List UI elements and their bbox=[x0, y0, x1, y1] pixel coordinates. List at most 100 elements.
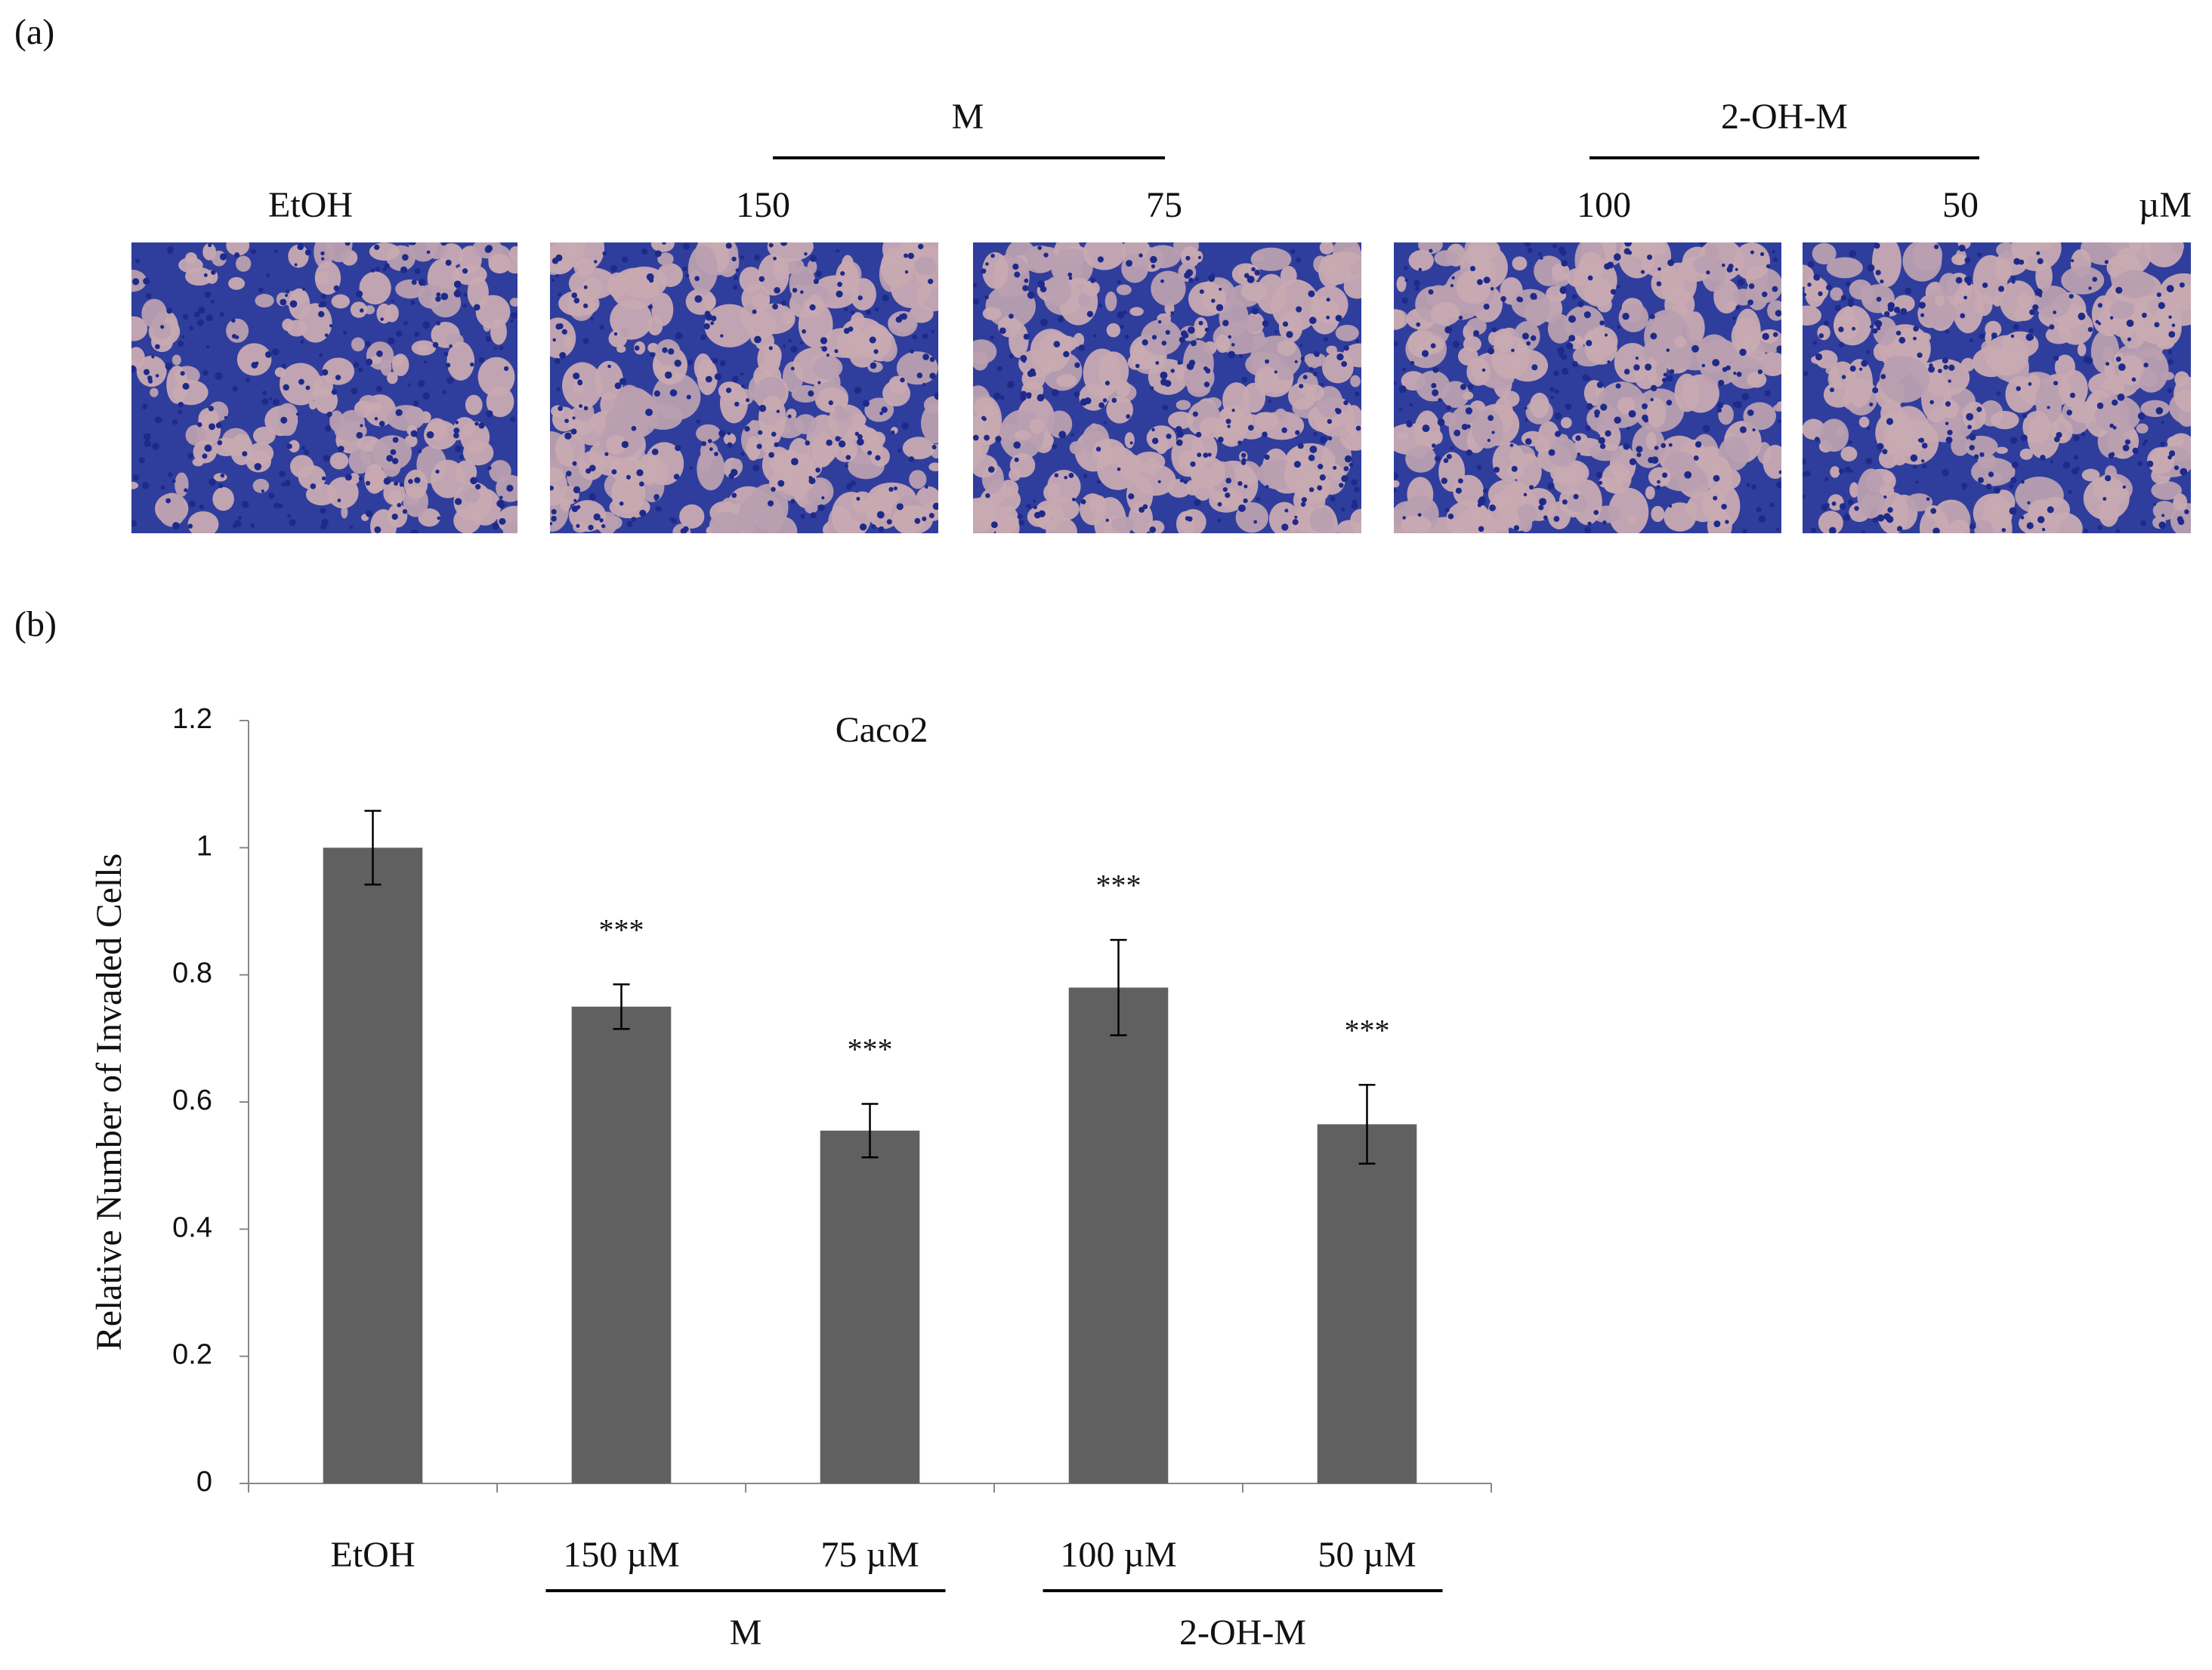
micrograph-cell bbox=[2026, 522, 2034, 529]
micrograph-cell bbox=[1607, 360, 1611, 364]
micrograph-cell bbox=[1006, 381, 1015, 388]
micrograph-cell bbox=[1695, 441, 1702, 448]
micrograph-pore bbox=[2155, 350, 2164, 363]
micrograph-cell bbox=[2028, 334, 2034, 341]
micrograph-cell bbox=[1300, 357, 1305, 361]
micrograph-cell bbox=[756, 443, 762, 449]
micrograph-cell bbox=[2143, 363, 2149, 368]
micrograph-cell bbox=[2140, 520, 2146, 526]
micrograph-cell bbox=[435, 296, 441, 302]
micrograph-pore bbox=[659, 366, 666, 375]
micrograph-cell bbox=[1900, 307, 1908, 315]
micrograph-pore bbox=[157, 492, 187, 527]
micrograph-cell bbox=[160, 485, 165, 490]
micrograph-cell bbox=[1177, 360, 1182, 366]
micrograph-pore bbox=[909, 470, 927, 489]
micrograph-pore bbox=[1819, 418, 1849, 452]
micrograph-pore bbox=[923, 396, 938, 414]
micrograph-pore bbox=[1858, 416, 1870, 428]
micrograph-cell bbox=[1846, 281, 1851, 287]
micrograph-cell bbox=[1942, 468, 1949, 477]
micrograph-cell bbox=[2117, 393, 2125, 401]
micrograph-pore bbox=[370, 509, 397, 533]
micrograph-cell bbox=[2127, 337, 2132, 341]
micrograph-pore bbox=[288, 288, 310, 320]
micrograph-cell bbox=[321, 518, 329, 526]
micrograph-cell bbox=[499, 495, 503, 499]
micrograph-cell bbox=[1071, 497, 1076, 502]
micrograph-cell bbox=[326, 412, 332, 418]
micrograph-pore bbox=[615, 384, 644, 428]
micrograph-cell bbox=[281, 363, 286, 369]
micrograph-pore bbox=[341, 505, 348, 519]
micrograph-cell bbox=[1274, 370, 1277, 374]
micrograph-cell bbox=[2097, 525, 2102, 531]
micrograph-cell bbox=[2050, 460, 2054, 464]
micrograph-pore bbox=[248, 442, 274, 465]
micrograph-pore bbox=[916, 282, 938, 312]
micrograph-pore bbox=[655, 339, 681, 366]
micrograph-pore bbox=[1124, 432, 1135, 449]
micrograph-pore bbox=[1731, 318, 1761, 355]
micrograph-pore bbox=[348, 448, 372, 474]
micrograph-cell bbox=[1636, 452, 1642, 458]
micrograph-pore bbox=[1215, 334, 1230, 353]
micrograph-pore bbox=[509, 298, 517, 307]
micrograph-cell bbox=[147, 375, 153, 381]
micrograph-cell bbox=[990, 253, 995, 258]
micrograph-cell bbox=[1932, 527, 1940, 533]
image-label: 50 bbox=[1942, 185, 1979, 225]
micrograph-cell bbox=[408, 479, 413, 484]
micrograph-pore bbox=[1921, 292, 1950, 323]
micrograph-cell bbox=[1814, 437, 1820, 442]
micrograph-cell bbox=[1772, 257, 1778, 262]
micrograph-cell bbox=[1610, 289, 1617, 295]
micrograph-cell bbox=[2027, 501, 2031, 505]
micrograph-cell bbox=[298, 378, 304, 385]
micrograph-pore bbox=[973, 498, 998, 532]
micrograph-cell bbox=[694, 295, 703, 303]
micrograph-cell bbox=[1874, 242, 1880, 249]
micrograph-cell bbox=[287, 514, 292, 518]
micrograph-cell bbox=[1231, 343, 1235, 347]
micrograph-cell bbox=[205, 314, 213, 322]
micrograph-cell bbox=[908, 456, 915, 462]
micrograph-cell bbox=[1812, 341, 1817, 345]
micrograph-cell bbox=[250, 248, 256, 255]
micrograph-pore bbox=[1685, 311, 1705, 345]
micrograph-cell bbox=[973, 282, 978, 288]
micrograph-pore bbox=[387, 405, 425, 431]
micrograph-cell bbox=[710, 321, 715, 326]
micrograph-cell bbox=[1811, 527, 1817, 533]
micrograph-pore bbox=[982, 307, 1002, 320]
micrograph-cell bbox=[365, 480, 371, 486]
micrograph-pore bbox=[1141, 319, 1182, 356]
micrograph-pore bbox=[2102, 378, 2111, 391]
micrograph-cell bbox=[1772, 332, 1778, 338]
micrograph-cell bbox=[321, 369, 329, 376]
micrograph-cell bbox=[1945, 421, 1949, 425]
micrograph-cell bbox=[2068, 294, 2074, 299]
micrograph-cell bbox=[1623, 248, 1631, 255]
micrograph-cell bbox=[700, 334, 706, 341]
micrograph-pore bbox=[620, 327, 629, 338]
micrograph-pore bbox=[1902, 242, 1942, 282]
micrograph-pore bbox=[651, 292, 674, 326]
micrograph-cell bbox=[1080, 499, 1086, 505]
micrograph-cell bbox=[2011, 461, 2019, 468]
micrograph-cell bbox=[1993, 486, 2000, 494]
micrograph-pore bbox=[1718, 404, 1734, 425]
micrograph-cell bbox=[1500, 296, 1506, 302]
micrograph-cell bbox=[2112, 399, 2118, 406]
micrograph-cell bbox=[1343, 345, 1349, 351]
micrograph-cell bbox=[211, 270, 216, 275]
micrograph-cell bbox=[1813, 273, 1821, 281]
micrograph-cell bbox=[1176, 425, 1182, 433]
micrograph-cell bbox=[1415, 286, 1420, 291]
micrograph-cell bbox=[255, 361, 259, 366]
micrograph-cell bbox=[2019, 259, 2025, 265]
micrograph-cell bbox=[2158, 301, 2165, 310]
micrograph-cell bbox=[1117, 311, 1124, 319]
micrograph-cell bbox=[337, 499, 341, 502]
micrograph-pore bbox=[656, 263, 683, 287]
